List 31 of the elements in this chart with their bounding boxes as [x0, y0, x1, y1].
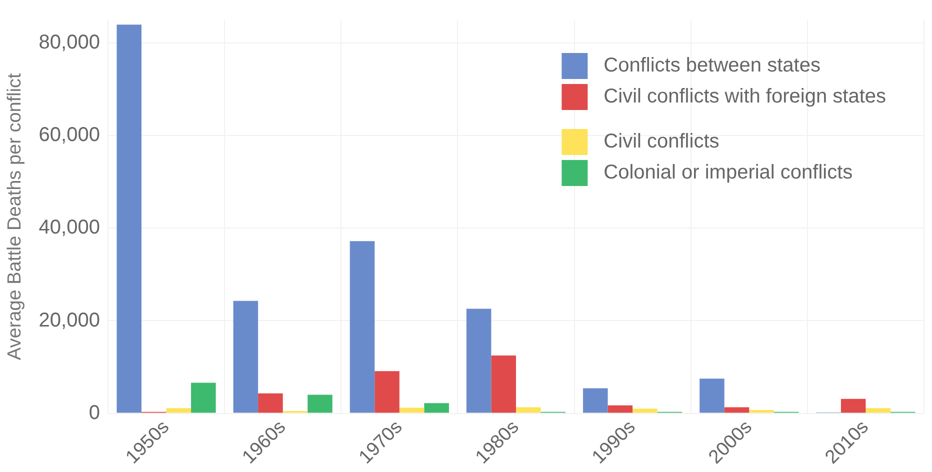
bar	[866, 408, 890, 413]
bar	[191, 382, 216, 413]
bar	[840, 398, 866, 413]
bar	[116, 24, 142, 413]
y-tick-label: 0	[88, 402, 100, 424]
y-tick-label: 60,000	[38, 124, 100, 146]
y-tick-label: 80,000	[38, 32, 100, 54]
bar	[466, 308, 492, 413]
bar	[749, 410, 774, 413]
bar	[308, 394, 332, 413]
bar	[516, 407, 541, 413]
y-axis-title: Average Battle Deaths per conflict	[4, 72, 26, 360]
bar	[233, 300, 258, 413]
bar	[491, 355, 516, 413]
legend-label: Civil conflicts	[604, 130, 720, 153]
legend-label: Civil conflicts with foreign states	[604, 86, 886, 108]
bar	[374, 371, 400, 413]
y-tick-label: 40,000	[38, 216, 100, 239]
bar	[399, 408, 424, 413]
bar	[700, 378, 724, 413]
legend-label: Conflicts between states	[604, 54, 820, 77]
bar	[632, 408, 658, 413]
y-tick-label: 20,000	[38, 309, 100, 332]
bar	[424, 403, 449, 413]
bar	[583, 388, 608, 413]
bar	[166, 408, 192, 413]
bar	[258, 393, 283, 413]
legend-label: Colonial or imperial conflicts	[604, 162, 853, 184]
bar	[724, 407, 750, 413]
bar	[350, 241, 375, 413]
bar	[608, 405, 633, 413]
